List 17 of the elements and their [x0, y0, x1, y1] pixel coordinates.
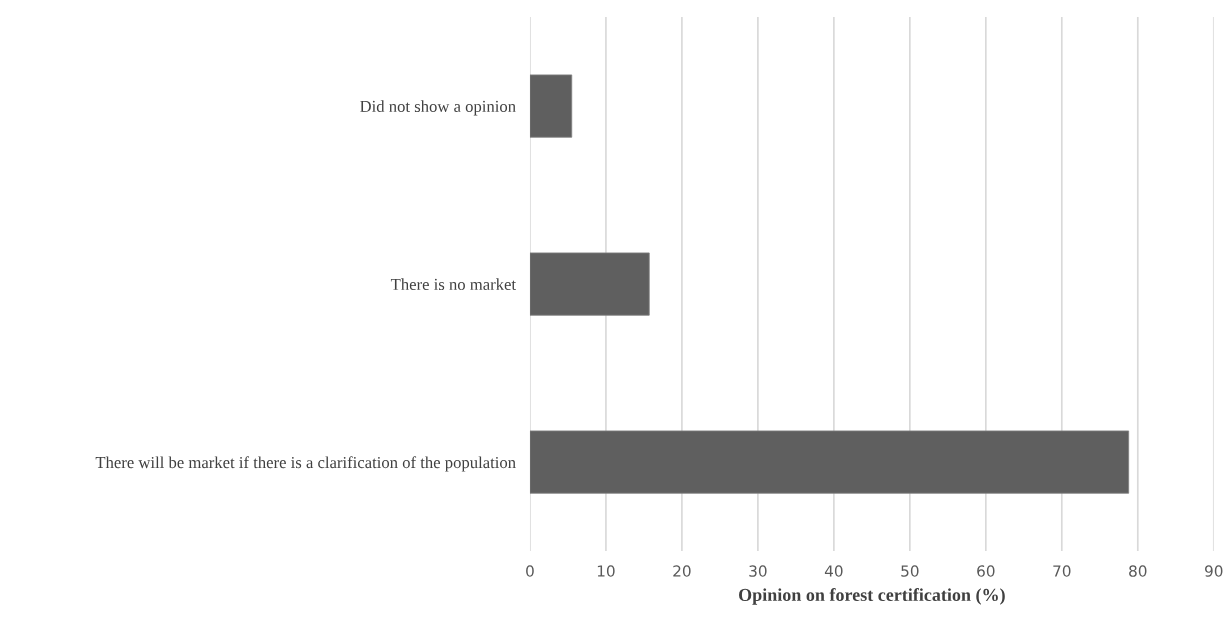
bar	[529, 252, 650, 316]
x-tick-label: 50	[901, 565, 919, 577]
x-tick-label: 70	[1053, 565, 1071, 577]
y-tick-label: Did not show a opinion	[360, 100, 516, 116]
y-tick-label: There is no market	[390, 278, 516, 291]
x-tick-label: 90	[1205, 565, 1223, 577]
x-tick-label: 40	[824, 565, 843, 577]
x-tick-label: 20	[673, 565, 691, 577]
x-tick-label: 80	[1129, 565, 1147, 577]
bar	[529, 430, 1130, 494]
x-tick-label: 10	[597, 565, 615, 577]
x-tick-label: 60	[977, 565, 995, 577]
bar	[529, 74, 573, 138]
x-tick-label: 30	[749, 565, 767, 577]
x-tick-label: 0	[526, 565, 534, 577]
x-axis-title: Opinion on forest certification (%)	[739, 588, 1005, 605]
y-tick-label: There will be market if there is a clarification of the population	[95, 456, 516, 472]
